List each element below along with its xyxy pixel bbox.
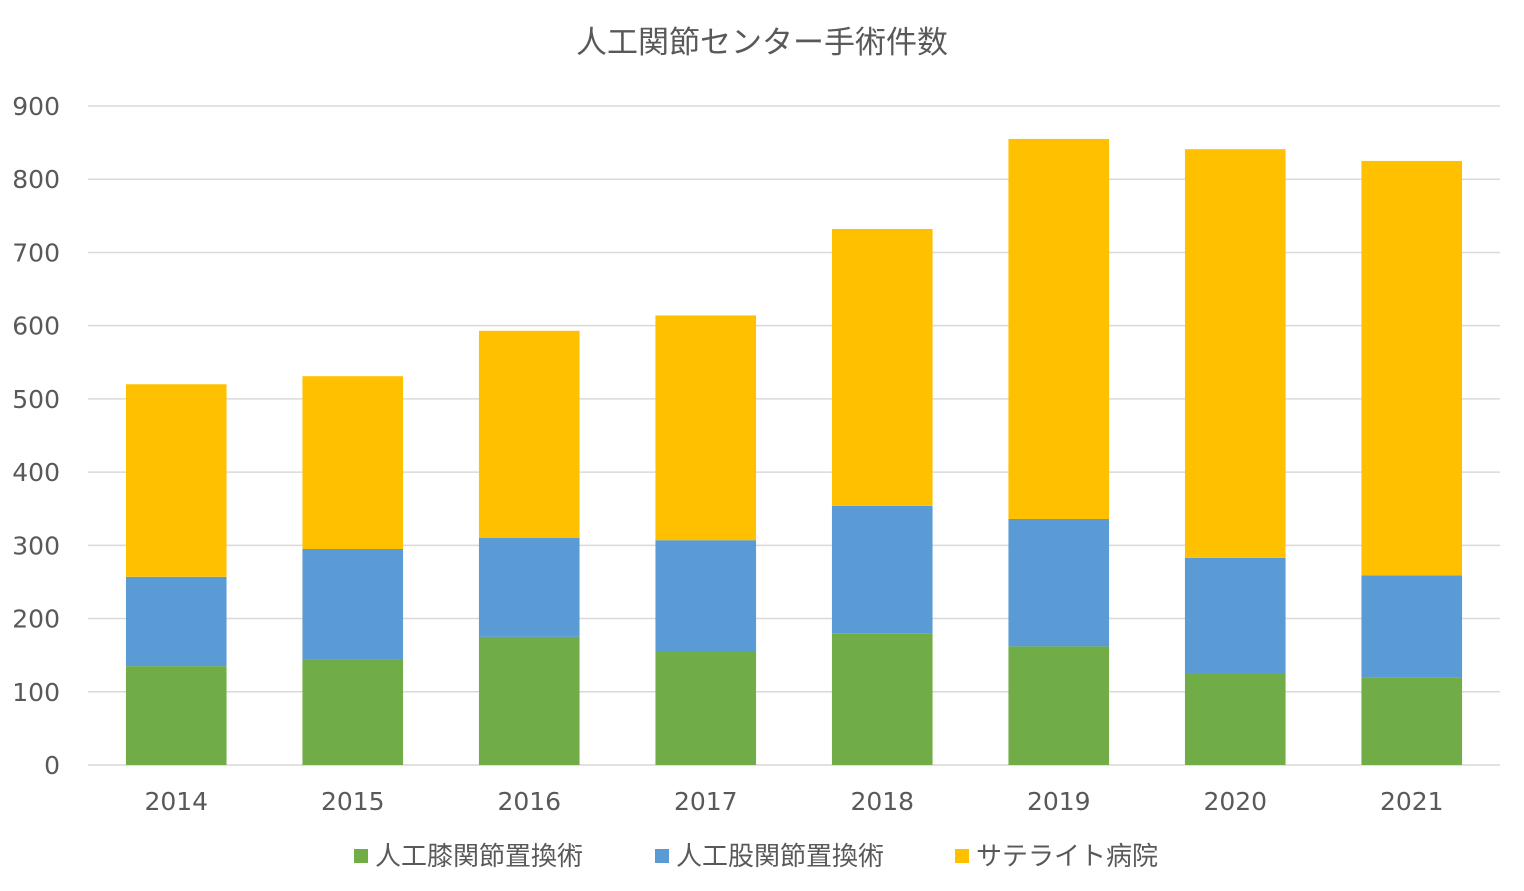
y-tick-label: 700 [12,238,60,267]
legend-label-1: 人工股関節置換術 [676,842,884,872]
bar-2016-series-2 [478,330,580,539]
bar-2015-series-0 [302,659,404,765]
legend-swatch-1 [655,849,669,863]
bar-2019-series-1 [1008,518,1110,647]
x-tick-label: 2015 [321,787,385,816]
legend-swatch-0 [354,849,368,863]
y-tick-label: 100 [12,678,60,707]
bar-2014-series-1 [125,576,227,667]
bar-2017-series-2 [655,315,757,541]
legend: 人工膝関節置換術 人工股関節置換術 サテライト病院 [354,842,1158,872]
y-tick-label: 500 [12,385,60,414]
bar-2018-series-2 [831,229,933,506]
bar-2020-series-1 [1184,557,1286,674]
x-tick-label: 2020 [1203,787,1267,816]
legend-swatch-2 [955,849,969,863]
bar-2020-series-0 [1184,673,1286,765]
y-tick-label: 0 [44,751,60,780]
x-tick-label: 2016 [497,787,561,816]
bar-2018-series-1 [831,505,933,634]
y-tick-label: 200 [12,605,60,634]
bar-2017-series-0 [655,651,757,765]
x-tick-label: 2014 [144,787,208,816]
y-axis-ticks: 0 100 200 300 400 500 600 700 800 900 [12,92,60,780]
y-tick-label: 400 [12,458,60,487]
x-tick-label: 2018 [850,787,914,816]
grid-lines [88,105,1500,766]
bar-2016-series-0 [478,636,580,765]
bars [125,138,1463,765]
legend-label-2: サテライト病院 [976,842,1158,872]
bar-2017-series-1 [655,540,757,652]
bar-2021-series-1 [1361,575,1463,678]
bar-2021-series-0 [1361,677,1463,765]
bar-2014-series-0 [125,666,227,765]
y-tick-label: 600 [12,312,60,341]
x-tick-label: 2017 [674,787,738,816]
chart-title: 人工関節センター手術件数 [576,25,948,61]
bar-2014-series-2 [125,384,227,577]
bar-2016-series-1 [478,538,580,637]
bar-2015-series-1 [302,548,404,660]
bar-2019-series-0 [1008,646,1110,765]
bar-2020-series-2 [1184,149,1286,558]
x-tick-label: 2021 [1380,787,1444,816]
bar-2021-series-2 [1361,160,1463,576]
x-tick-label: 2019 [1027,787,1091,816]
x-axis-ticks: 2014 2015 2016 2017 2018 2019 2020 2021 [144,787,1443,816]
legend-label-0: 人工膝関節置換術 [375,842,583,872]
y-tick-label: 300 [12,531,60,560]
y-tick-label: 900 [12,92,60,121]
y-tick-label: 800 [12,165,60,194]
bar-2018-series-0 [831,633,933,765]
bar-2019-series-2 [1008,138,1110,519]
bar-2015-series-2 [302,376,404,549]
